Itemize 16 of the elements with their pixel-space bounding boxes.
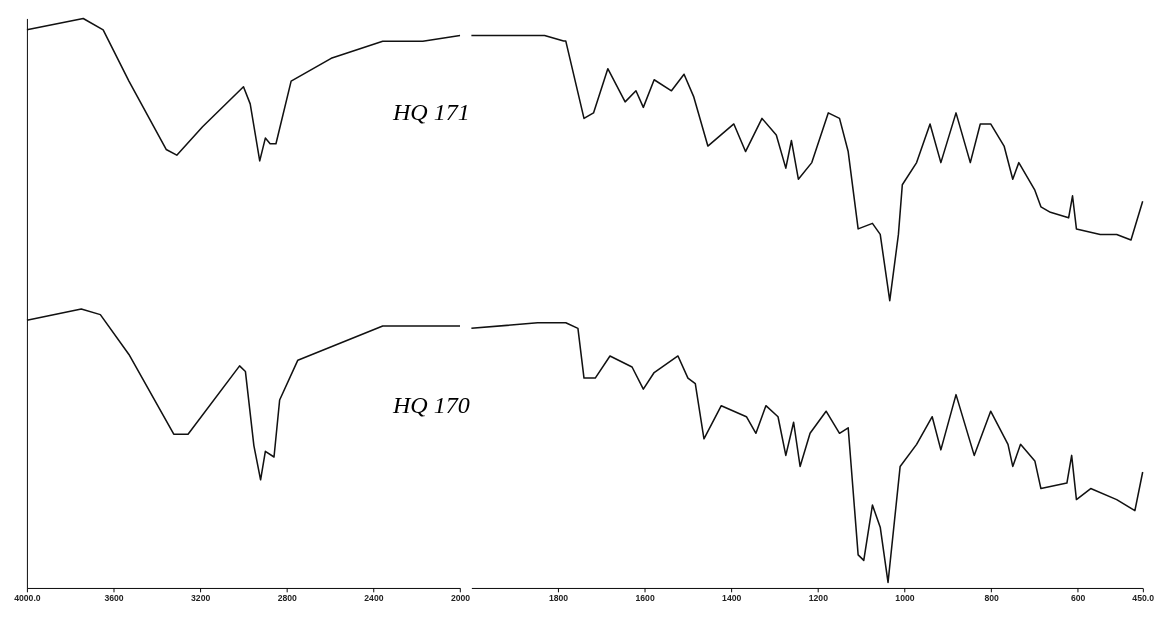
- x-tick-label: 600: [1070, 592, 1086, 603]
- x-tick-label: 1200: [808, 592, 829, 603]
- x-tick-label: 1600: [635, 592, 655, 603]
- annotation: HQ 171: [391, 99, 470, 126]
- x-tick-label: 4000.0: [14, 592, 41, 603]
- x-tick-label: 2400: [364, 592, 384, 603]
- x-tick-label: 2000: [450, 592, 471, 603]
- x-tick-label: 1800: [548, 592, 569, 603]
- x-tick-label: 3600: [104, 592, 124, 603]
- x-tick-label: 2800: [277, 592, 298, 603]
- x-tick-label: 450.0: [1132, 592, 1155, 603]
- annotation: HQ 170: [391, 392, 470, 419]
- x-tick-label: 1400: [722, 592, 742, 603]
- x-tick-label: 800: [984, 592, 999, 603]
- x-tick-label: 3200: [191, 592, 211, 603]
- x-tick-label: 1000: [895, 592, 915, 603]
